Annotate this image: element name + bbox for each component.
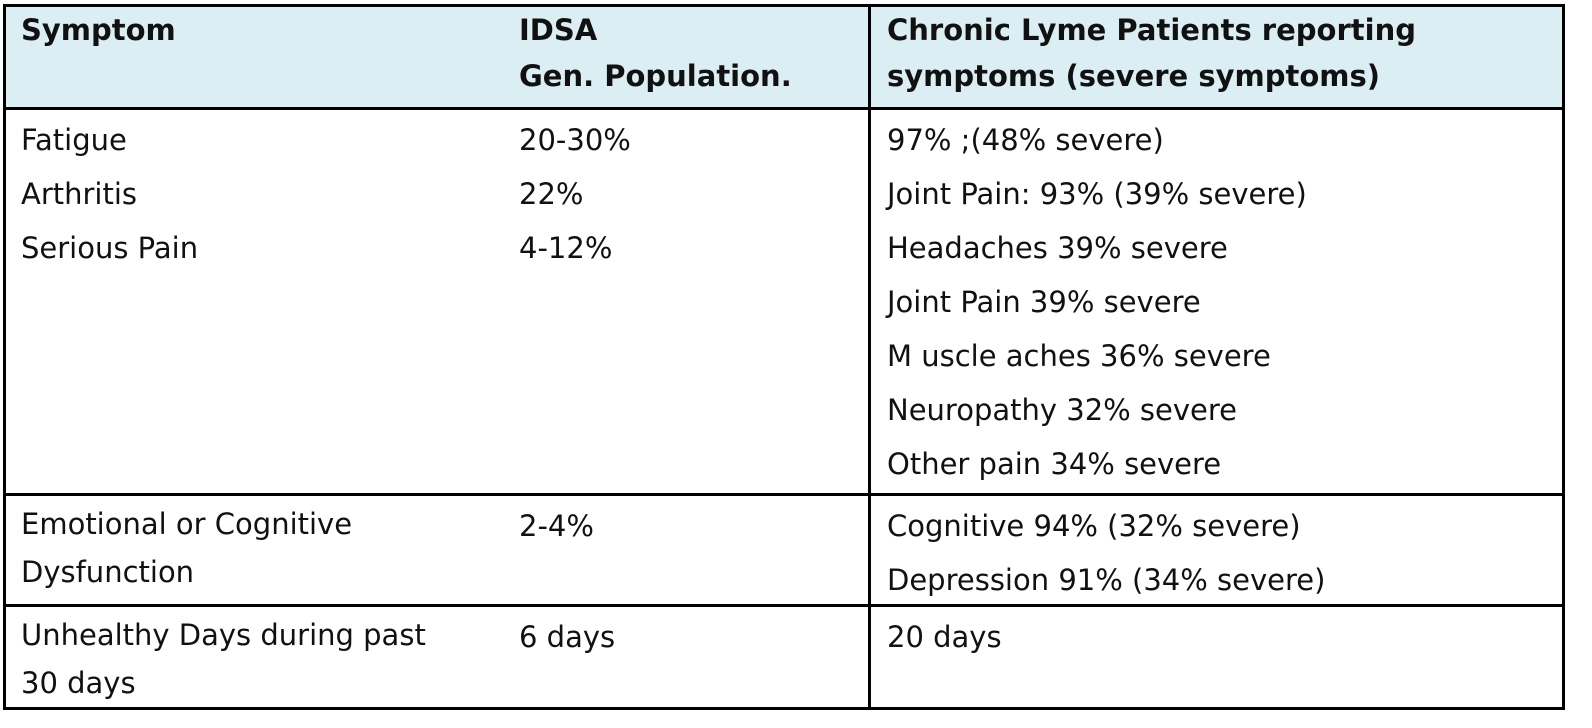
idsa-serious-pain: 4-12% — [519, 231, 613, 265]
symptom-unhealthy-days: Unhealthy Days during past 30 days — [21, 618, 426, 700]
table-row-pain-fatigue: Fatigue Arthritis Serious Pain 20-30% 22… — [6, 110, 1562, 496]
lyme-fatigue: 97% ;(48% severe) — [887, 123, 1164, 157]
table-row-emotional-cognitive: Emotional or Cognitive Dysfunction 2-4% … — [6, 496, 1562, 607]
idsa-cell: 2-4% — [504, 496, 868, 604]
lyme-unhealthy-days: 20 days — [887, 620, 1002, 654]
idsa-emotional-cognitive: 2-4% — [519, 509, 594, 543]
table-row-unhealthy-days: Unhealthy Days during past 30 days 6 day… — [6, 607, 1562, 707]
symptom-emotional-cognitive: Emotional or Cognitive Dysfunction — [21, 507, 353, 589]
lyme-headaches: Headaches 39% severe — [887, 231, 1228, 265]
lyme-cell: 97% ;(48% severe) Joint Pain: 93% (39% s… — [868, 110, 1562, 493]
lyme-other-pain: Other pain 34% severe — [887, 447, 1222, 481]
symptom-serious-pain: Serious Pain — [21, 231, 199, 265]
lyme-joint-pain-severe: Joint Pain 39% severe — [887, 285, 1201, 319]
symptom-fatigue: Fatigue — [21, 123, 127, 157]
lyme-neuropathy: Neuropathy 32% severe — [887, 393, 1238, 427]
symptom-comparison-table: Symptom IDSA Gen. Population. Chronic Ly… — [3, 4, 1565, 710]
symptom-cell: Fatigue Arthritis Serious Pain — [6, 110, 504, 493]
lyme-muscle-aches: M uscle aches 36% severe — [887, 339, 1271, 373]
header-chronic-lyme-patients: Chronic Lyme Patients reporting symptoms… — [868, 7, 1562, 107]
lyme-cell: 20 days — [868, 607, 1562, 707]
symptom-arthritis: Arthritis — [21, 177, 138, 211]
header-symptom: Symptom — [21, 13, 176, 47]
lyme-depression: Depression 91% (34% severe) — [887, 563, 1326, 597]
idsa-unhealthy-days: 6 days — [519, 620, 616, 654]
table-header-row: Symptom IDSA Gen. Population. Chronic Ly… — [6, 7, 1562, 110]
header-idsa-gen-population: IDSA Gen. Population. — [519, 13, 792, 93]
idsa-fatigue: 20-30% — [519, 123, 631, 157]
lyme-cell: Cognitive 94% (32% severe) Depression 91… — [868, 496, 1562, 604]
idsa-arthritis: 22% — [519, 177, 584, 211]
lyme-joint-pain-overall: Joint Pain: 93% (39% severe) — [887, 177, 1307, 211]
idsa-cell: 6 days — [504, 607, 868, 707]
lyme-cognitive: Cognitive 94% (32% severe) — [887, 509, 1301, 543]
idsa-cell: 20-30% 22% 4-12% — [504, 110, 868, 493]
